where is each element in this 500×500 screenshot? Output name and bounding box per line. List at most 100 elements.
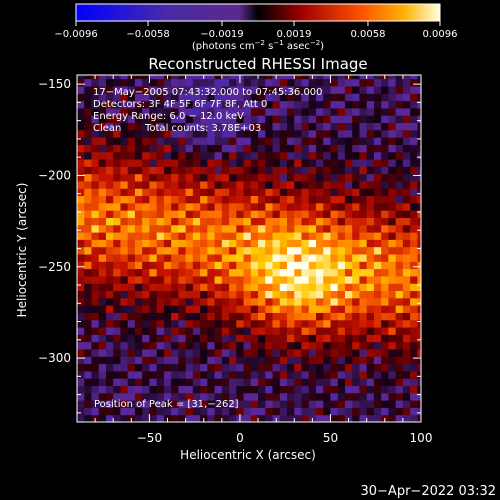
heatmap-cell (265, 180, 274, 189)
heatmap-cell (308, 100, 317, 109)
heatmap-cell (323, 327, 332, 335)
heatmap-cell (323, 407, 332, 416)
heatmap-cell (77, 217, 85, 226)
heatmap-cell (236, 129, 245, 138)
heatmap-cell (381, 188, 390, 197)
heatmap-cell (250, 137, 259, 145)
heatmap-cell (192, 202, 201, 211)
heatmap-cell (207, 407, 216, 416)
heatmap-cell (373, 392, 382, 401)
heatmap-cell (359, 137, 368, 145)
heatmap-cell (352, 312, 361, 321)
heatmap-cell (373, 144, 382, 153)
heatmap-cell (330, 217, 339, 226)
heatmap-cell (149, 217, 158, 226)
heatmap-cell (142, 378, 151, 387)
heatmap-cell (388, 341, 397, 350)
heatmap-cell (185, 217, 194, 226)
heatmap-cell (214, 195, 223, 204)
heatmap-cell (214, 253, 223, 262)
heatmap-cell (77, 356, 85, 365)
heatmap-cell (265, 378, 274, 387)
heatmap-cell (250, 297, 259, 306)
annotation-clean: Clean (93, 123, 121, 134)
heatmap-cell (185, 159, 194, 167)
heatmap-cell (272, 188, 281, 197)
heatmap-cell (417, 268, 421, 277)
heatmap-cell (229, 290, 237, 299)
heatmap-cell (272, 392, 281, 401)
heatmap-cell (250, 122, 259, 131)
heatmap-cell (149, 246, 158, 255)
heatmap-cell (279, 290, 288, 299)
heatmap-cell (417, 283, 421, 292)
heatmap-cell (388, 290, 397, 299)
heatmap-cell (178, 363, 187, 372)
heatmap-cell (105, 137, 114, 145)
heatmap-cell (337, 137, 346, 145)
heatmap-cell (381, 297, 390, 306)
heatmap-cell (381, 363, 390, 372)
heatmap-cell (265, 232, 274, 240)
heatmap-cell (77, 137, 85, 145)
heatmap-cell (279, 334, 288, 343)
heatmap-cell (200, 224, 208, 233)
heatmap-cell (279, 93, 288, 102)
heatmap-cell (279, 202, 288, 211)
heatmap-cell (178, 253, 187, 262)
heatmap-cell (142, 173, 151, 182)
heatmap-cell (344, 319, 353, 328)
heatmap-cell (127, 137, 136, 145)
heatmap-cell (315, 100, 324, 109)
heatmap-cell (229, 100, 237, 109)
heatmap-cell (243, 392, 252, 401)
heatmap-cell (192, 407, 201, 416)
heatmap-cell (178, 210, 187, 218)
heatmap-cell (337, 363, 346, 372)
heatmap-cell (395, 246, 404, 255)
heatmap-cell (301, 378, 310, 387)
heatmap-cell (200, 378, 208, 387)
heatmap-cell (185, 341, 194, 350)
heatmap-cell (163, 319, 172, 328)
heatmap-cell (236, 312, 245, 321)
heatmap-cell (178, 217, 187, 226)
heatmap-cell (84, 275, 93, 284)
heatmap-cell (149, 290, 158, 299)
heatmap-cell (214, 261, 223, 270)
heatmap-cell (308, 195, 317, 204)
heatmap-cell (301, 188, 310, 197)
heatmap-cell (417, 370, 421, 379)
heatmap-cell (163, 151, 172, 160)
heatmap-cell (77, 290, 85, 299)
heatmap-cell (373, 159, 382, 167)
heatmap-cell (163, 370, 172, 379)
heatmap-cell (373, 137, 382, 145)
heatmap-cell (84, 334, 93, 343)
heatmap-cell (337, 334, 346, 343)
heatmap-cell (171, 370, 179, 379)
heatmap-cell (308, 180, 317, 189)
heatmap-cell (330, 414, 339, 422)
heatmap-cell (373, 348, 382, 357)
heatmap-cell (236, 188, 245, 197)
colorbar-tick-label: −0.0096 (54, 29, 97, 40)
heatmap-cell (294, 305, 303, 313)
heatmap-cell (163, 173, 172, 182)
heatmap-cell (243, 137, 252, 145)
heatmap-cell (308, 246, 317, 255)
heatmap-cell (178, 261, 187, 270)
heatmap-cell (301, 341, 310, 350)
heatmap-cell (134, 327, 143, 335)
heatmap-cell (330, 115, 339, 124)
heatmap-cell (265, 239, 274, 248)
heatmap-cell (250, 232, 259, 240)
heatmap-cell (410, 407, 418, 416)
heatmap-cell (156, 166, 165, 175)
heatmap-cell (229, 268, 237, 277)
heatmap-cell (250, 261, 259, 270)
heatmap-cell (142, 202, 151, 211)
heatmap-cell (156, 107, 165, 116)
heatmap-cell (352, 370, 361, 379)
heatmap-cell (77, 312, 85, 321)
